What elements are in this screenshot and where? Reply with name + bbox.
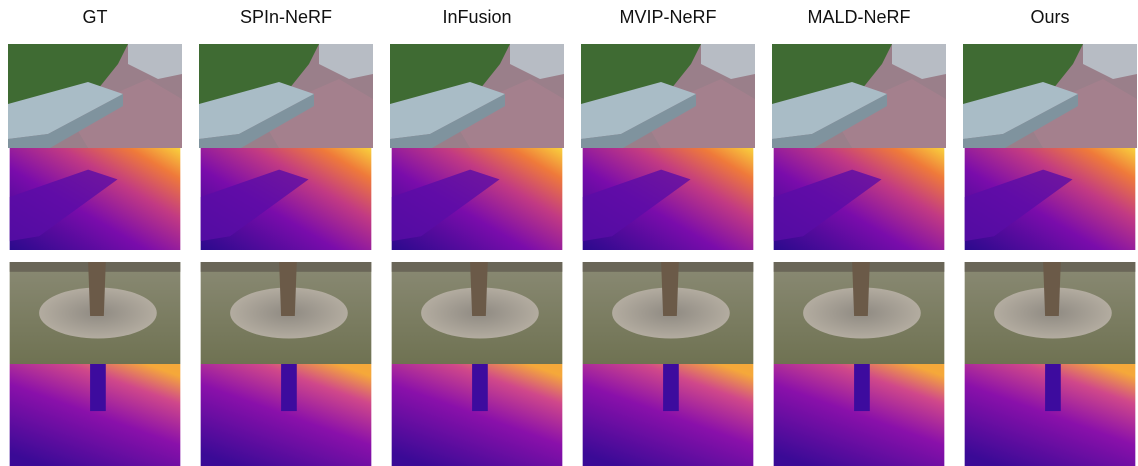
depth-map [392,364,563,466]
depth-map [10,364,181,466]
rgb-image [8,44,182,148]
image-grid: GT SPIn-NeRF InFusion MVIP-NeRF MALD-NeRF Our… [8,7,1137,466]
rgb-image [965,262,1136,364]
depth-map [392,148,563,250]
column-header: Ours [1030,7,1069,27]
rgb-image [963,44,1137,148]
column-header: MVIP-NeRF [619,7,716,27]
depth-map [583,364,754,466]
depth-map [774,148,945,250]
figure: GT SPIn-NeRF InFusion MVIP-NeRF MALD-NeRF Our… [0,0,1138,466]
depth-map [774,364,945,466]
rgb-image [392,262,563,364]
rgb-image [583,262,754,364]
depth-map [201,148,372,250]
depth-map [965,364,1136,466]
depth-map [201,364,372,466]
depth-map [583,148,754,250]
rgb-image [772,44,946,148]
depth-map [10,148,181,250]
rgb-image [581,44,755,148]
column-header: MALD-NeRF [807,7,910,27]
column-header: InFusion [442,7,511,27]
column-header: GT [83,7,108,27]
column-header: SPIn-NeRF [240,7,332,27]
rgb-image [201,262,372,364]
rgb-image [199,44,373,148]
depth-map [965,148,1136,250]
rgb-image [774,262,945,364]
rgb-image [390,44,564,148]
rgb-image [10,262,181,364]
